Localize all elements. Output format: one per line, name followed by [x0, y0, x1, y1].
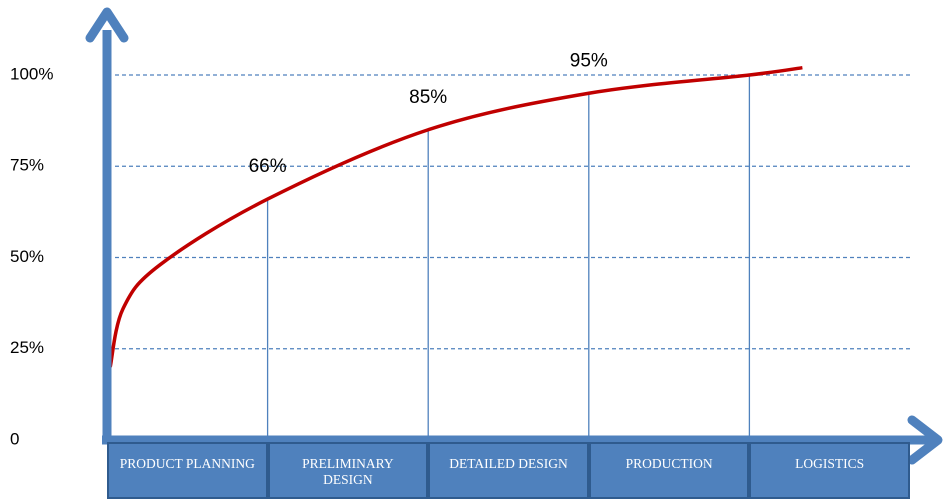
y-tick-label: 100% [10, 64, 53, 83]
y-tick-label: 0 [10, 429, 19, 448]
category-label: LOGISTICS [749, 442, 910, 499]
line [108, 65, 803, 368]
y-tick-label: 75% [10, 156, 44, 175]
category-label: PRODUCTION [588, 442, 750, 499]
category-label: PRODUCT PLANNING [107, 442, 268, 499]
value-label: 95% [570, 50, 608, 71]
category-label: PRELIMINARY DESIGN [267, 442, 429, 499]
value-label: 85% [409, 87, 447, 108]
y-tick-label: 50% [10, 247, 44, 266]
y-axis-arrow [85, 7, 129, 43]
value-label: 66% [249, 156, 287, 177]
y-tick-label: 25% [10, 338, 44, 357]
category-label: DETAILED DESIGN [428, 442, 589, 499]
x-axis-arrow [907, 415, 943, 465]
